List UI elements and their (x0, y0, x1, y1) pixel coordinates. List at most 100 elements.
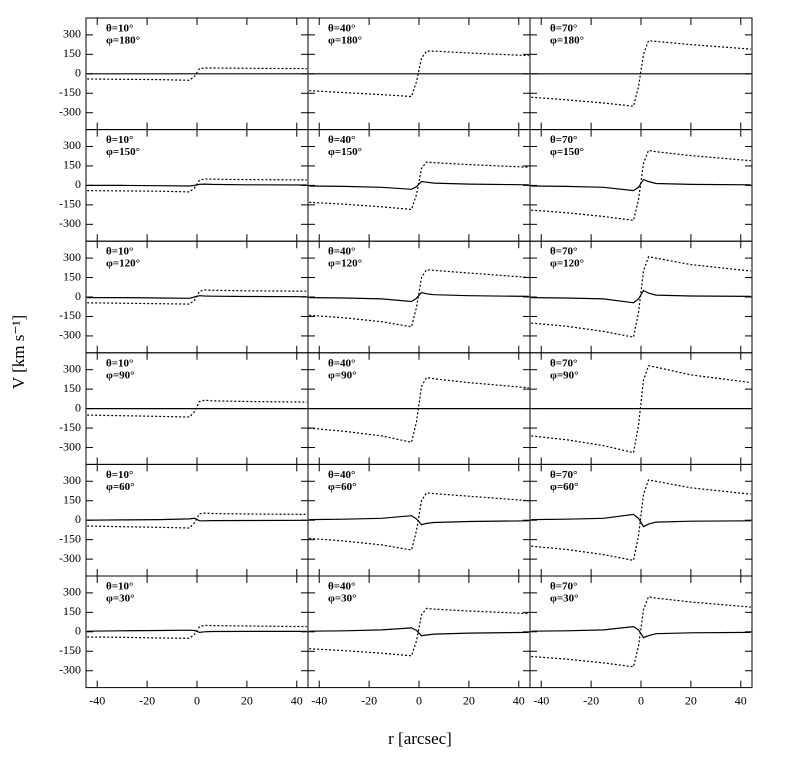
series-line (87, 624, 307, 639)
panel-annotation: θ=10° (106, 357, 133, 369)
y-tick-label: 150 (63, 269, 81, 283)
series-line (87, 629, 307, 634)
y-tick-label: 0 (75, 512, 81, 526)
series-line (531, 479, 751, 562)
series-line (531, 625, 751, 639)
panel-annotation: θ=10° (106, 246, 133, 258)
series-line (531, 178, 751, 192)
series-line (309, 627, 529, 637)
panel-annotation: φ=30° (328, 593, 357, 605)
series-line (531, 596, 751, 668)
series-line (531, 289, 751, 304)
panel-annotation: φ=120° (328, 258, 362, 270)
y-tick-label: 300 (63, 361, 81, 375)
panel-annotation: φ=180° (328, 35, 362, 47)
y-tick-label: -300 (59, 439, 81, 453)
panel-annotation: φ=30° (550, 593, 579, 605)
panel-annotation: φ=60° (106, 481, 135, 493)
panel-annotation: θ=40° (328, 469, 355, 481)
series-line (309, 161, 529, 211)
panel-annotation: φ=90° (328, 369, 357, 381)
x-tick-label: -20 (361, 693, 377, 707)
x-tick-label: -40 (533, 693, 549, 707)
y-tick-label: 150 (63, 158, 81, 172)
series-line (309, 50, 529, 98)
series-line (87, 67, 307, 81)
panel-annotation: φ=30° (106, 593, 135, 605)
panel-annotation: θ=40° (328, 246, 355, 258)
series-line (309, 376, 529, 444)
x-tick-label: 40 (735, 693, 747, 707)
panel-annotation: θ=40° (328, 581, 355, 593)
x-tick-label: 40 (291, 693, 303, 707)
y-tick-label: 0 (75, 177, 81, 191)
panel-annotation: θ=10° (106, 469, 133, 481)
series-line (531, 149, 751, 222)
y-tick-label: 300 (63, 138, 81, 152)
y-tick-label: -150 (59, 643, 81, 657)
panel-annotation: φ=150° (550, 146, 584, 158)
y-tick-label: 300 (63, 585, 81, 599)
panel-annotation: φ=90° (550, 369, 579, 381)
x-tick-label: 20 (241, 693, 253, 707)
series-line (309, 515, 529, 526)
panel-annotation: θ=40° (328, 23, 355, 35)
x-tick-label: 0 (416, 693, 422, 707)
panel-annotation: θ=70° (550, 469, 577, 481)
y-tick-label: -300 (59, 216, 81, 230)
x-tick-label: -20 (583, 693, 599, 707)
y-tick-label: 0 (75, 66, 81, 80)
panel-annotation: θ=70° (550, 134, 577, 146)
panel-annotation: φ=150° (328, 146, 362, 158)
panel-annotation: φ=180° (550, 35, 584, 47)
panel-annotation: φ=120° (550, 258, 584, 270)
y-tick-label: 0 (75, 400, 81, 414)
y-tick-label: -300 (59, 328, 81, 342)
panel-annotation: θ=10° (106, 581, 133, 593)
y-tick-label: 150 (63, 492, 81, 506)
y-tick-label: 300 (63, 250, 81, 264)
panel-annotation: θ=40° (328, 134, 355, 146)
y-axis-label: V [km s⁻¹] (9, 315, 28, 389)
panel-annotation: θ=70° (550, 581, 577, 593)
series-line (87, 295, 307, 299)
series-line (531, 40, 751, 107)
y-tick-label: 300 (63, 473, 81, 487)
x-tick-label: -40 (89, 693, 105, 707)
y-tick-label: -300 (59, 551, 81, 565)
y-tick-label: -150 (59, 197, 81, 211)
y-tick-label: 300 (63, 27, 81, 41)
panel-annotation: θ=70° (550, 23, 577, 35)
y-tick-label: -300 (59, 662, 81, 676)
y-tick-label: 150 (63, 46, 81, 60)
series-line (87, 178, 307, 193)
series-line (309, 492, 529, 551)
series-line (531, 513, 751, 528)
series-line (87, 399, 307, 418)
y-tick-label: 0 (75, 289, 81, 303)
panel-annotation: θ=10° (106, 23, 133, 35)
x-axis-label: r [arcsec] (388, 729, 452, 748)
y-tick-label: -150 (59, 531, 81, 545)
x-tick-label: -20 (139, 693, 155, 707)
x-tick-label: 40 (513, 693, 525, 707)
series-line (87, 517, 307, 522)
series-line (87, 183, 307, 187)
y-tick-label: -150 (59, 85, 81, 99)
panel-annotation: φ=60° (328, 481, 357, 493)
panel-annotation: φ=60° (550, 481, 579, 493)
series-line (531, 365, 751, 454)
panel-annotation: φ=120° (106, 258, 140, 270)
series-line (531, 256, 751, 338)
y-tick-label: 150 (63, 381, 81, 395)
y-tick-label: 150 (63, 604, 81, 618)
panel-annotation: φ=90° (106, 369, 135, 381)
x-tick-label: 20 (463, 693, 475, 707)
panel-annotation: θ=70° (550, 357, 577, 369)
series-line (309, 291, 529, 303)
panel-annotation: φ=150° (106, 146, 140, 158)
series-line (87, 512, 307, 529)
x-tick-label: 0 (638, 693, 644, 707)
